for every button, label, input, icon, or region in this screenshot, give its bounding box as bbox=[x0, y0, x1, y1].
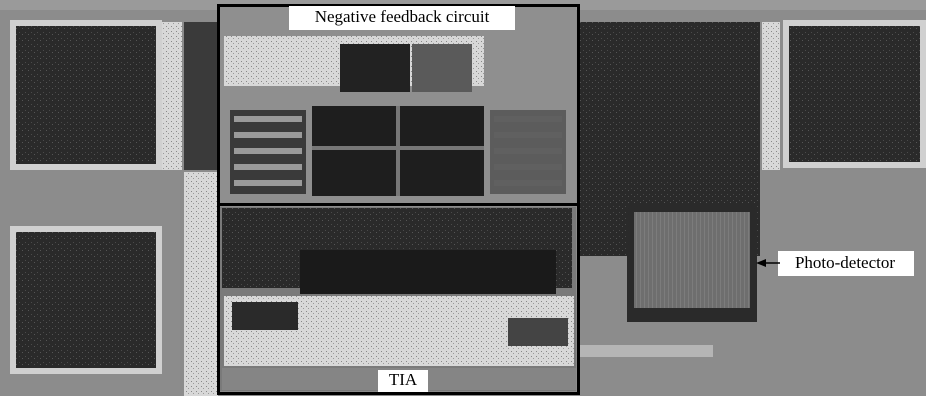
detector-label: Photo-detector bbox=[795, 253, 895, 272]
tia-label: TIA bbox=[389, 370, 418, 389]
trace bbox=[578, 345, 713, 357]
pad bbox=[789, 26, 920, 162]
metal-strip bbox=[162, 22, 182, 170]
metal-strip bbox=[184, 172, 218, 396]
feedback-label: Negative feedback circuit bbox=[315, 7, 490, 26]
device bbox=[340, 44, 410, 92]
device bbox=[232, 302, 298, 330]
device bbox=[508, 318, 568, 346]
transistor-array bbox=[300, 250, 556, 294]
detector bbox=[634, 212, 750, 308]
chip-micrograph: Negative feedback circuit TIA Photo-dete… bbox=[0, 0, 926, 396]
metal-strip bbox=[184, 22, 220, 170]
resistor-bank bbox=[490, 110, 566, 194]
metal-strip bbox=[762, 22, 780, 170]
device bbox=[412, 44, 472, 92]
pad bbox=[16, 26, 156, 164]
pad bbox=[16, 232, 156, 368]
trace bbox=[396, 106, 400, 196]
